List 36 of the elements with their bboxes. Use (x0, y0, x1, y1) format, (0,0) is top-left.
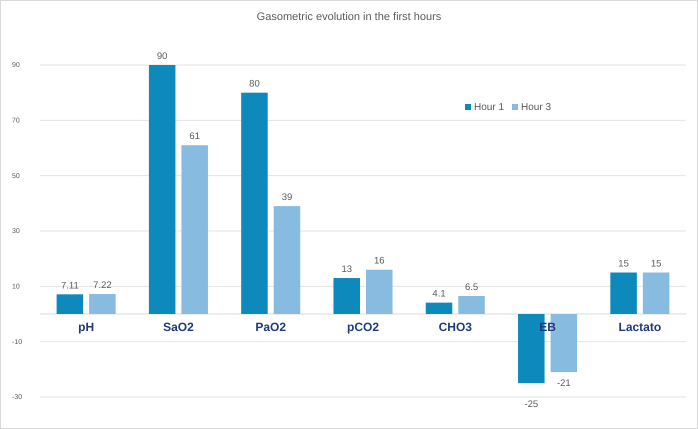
data-label: 7.22 (93, 280, 112, 292)
chart-title: Gasometric evolution in the first hours (256, 11, 442, 23)
legend-label: Hour 3 (521, 102, 552, 113)
bar (642, 272, 670, 314)
data-label: 39 (282, 192, 292, 204)
data-label: 7.11 (60, 280, 79, 292)
bar (333, 278, 360, 314)
data-label: -21 (556, 378, 571, 390)
data-label: 80 (249, 78, 260, 90)
data-label: 61 (189, 131, 200, 142)
x-tick-label: EB (539, 320, 556, 334)
bar (89, 294, 116, 314)
data-label: 16 (374, 256, 385, 267)
legend-label: Hour 1 (474, 102, 504, 113)
data-label: 15 (650, 258, 662, 270)
data-label: 15 (618, 258, 629, 270)
bar (241, 92, 268, 314)
bar (426, 302, 452, 314)
bar (274, 206, 300, 314)
data-label: 90 (156, 51, 168, 62)
bar (181, 145, 208, 314)
x-tick-label: CHO3 (438, 320, 472, 334)
bar (458, 296, 485, 314)
bar (366, 270, 393, 314)
x-tick-label: PaO2 (255, 320, 286, 334)
data-label: -25 (524, 399, 538, 410)
x-tick-label: SaO2 (163, 320, 194, 334)
bar (148, 65, 176, 314)
data-label: 4.1 (432, 288, 446, 300)
x-tick-label: pCO2 (346, 320, 380, 334)
bar (56, 294, 84, 314)
data-label: 13 (341, 264, 352, 276)
data-label: 6.5 (464, 282, 478, 294)
x-tick-label: Lactato (618, 320, 662, 334)
bar (610, 272, 637, 314)
x-tick-label: pH (78, 320, 94, 334)
